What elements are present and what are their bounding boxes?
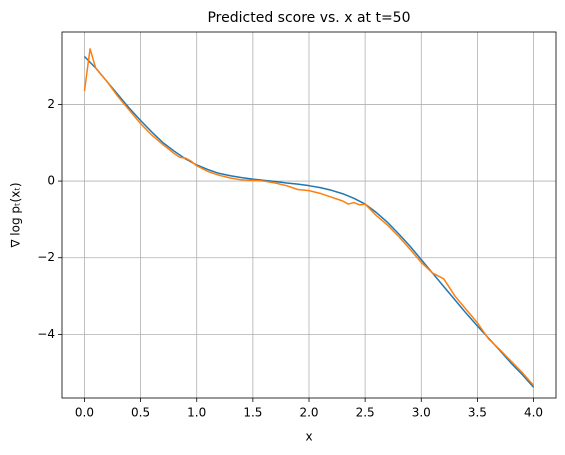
y-tick-label: 2 — [47, 97, 55, 111]
x-tick-label: 1.5 — [243, 406, 262, 420]
x-tick-label: 1.0 — [187, 406, 206, 420]
y-tick-label: 0 — [47, 174, 55, 188]
x-tick-label: 2.5 — [356, 406, 375, 420]
x-tick-label: 3.5 — [468, 406, 487, 420]
y-tick-label: −4 — [37, 327, 55, 341]
x-tick-label: 0.5 — [131, 406, 150, 420]
x-tick-label: 4.0 — [524, 406, 543, 420]
line — [83, 56, 535, 388]
y-tick-label: −2 — [37, 250, 55, 264]
y-axis-label: ∇ log pₜ(xₜ) — [9, 182, 23, 248]
x-axis-label: x — [305, 430, 312, 444]
plot-frame — [61, 31, 557, 399]
x-tick-label: 2.0 — [299, 406, 318, 420]
chart-title: Predicted score vs. x at t=50 — [207, 10, 410, 26]
x-tick-label: 0.0 — [75, 406, 94, 420]
line — [83, 48, 535, 386]
x-tick-label: 3.0 — [412, 406, 431, 420]
